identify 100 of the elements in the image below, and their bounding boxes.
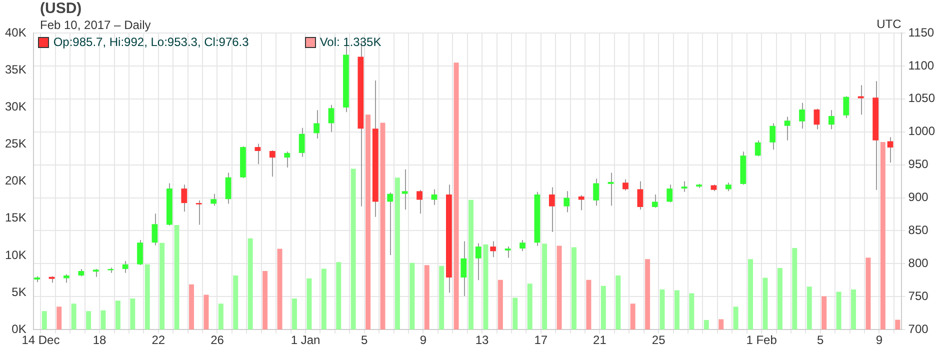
candlestick bbox=[520, 239, 526, 252]
y2-tick-label: 1150 bbox=[908, 25, 934, 40]
candlestick bbox=[754, 140, 761, 157]
x-tick-label: 5 bbox=[817, 333, 824, 348]
candlestick bbox=[402, 168, 408, 210]
x-tick-label: 5 bbox=[361, 333, 368, 348]
bar bbox=[100, 310, 106, 330]
bar bbox=[174, 225, 180, 330]
bar bbox=[204, 294, 209, 330]
chart-title: (USD) bbox=[40, 0, 82, 17]
bar bbox=[86, 311, 92, 330]
bar bbox=[586, 280, 592, 330]
bar bbox=[616, 275, 621, 330]
bar bbox=[350, 168, 356, 330]
candlestick bbox=[210, 193, 217, 206]
candlestick bbox=[887, 136, 894, 164]
candlestick bbox=[152, 213, 158, 246]
bar bbox=[144, 264, 150, 330]
candlestick bbox=[196, 200, 202, 226]
y2-tick-label: 950 bbox=[908, 157, 929, 172]
bar bbox=[262, 271, 268, 330]
y-tick-label: 25K bbox=[4, 136, 26, 151]
bar bbox=[850, 290, 856, 330]
candlestick bbox=[770, 122, 776, 150]
bar bbox=[424, 265, 430, 330]
bar bbox=[218, 304, 224, 330]
bar bbox=[556, 246, 562, 330]
x-tick-label: 18 bbox=[92, 333, 107, 348]
candlestick bbox=[269, 150, 276, 178]
bar bbox=[895, 320, 900, 330]
bar bbox=[880, 142, 886, 330]
y-tick-label: 35K bbox=[4, 62, 26, 76]
y-tick-label: 20K bbox=[4, 174, 26, 188]
bar bbox=[336, 262, 342, 330]
y-tick-label: 0K bbox=[12, 322, 26, 336]
candlestick bbox=[637, 180, 644, 210]
bar bbox=[512, 298, 518, 330]
bar bbox=[806, 286, 812, 330]
x-tick-label: 1 Feb bbox=[746, 333, 778, 348]
bar bbox=[380, 122, 386, 330]
bar bbox=[160, 242, 165, 330]
bar bbox=[248, 238, 253, 330]
y-tick-label: 15K bbox=[4, 210, 26, 225]
x-tick-label: 17 bbox=[534, 333, 548, 348]
bar bbox=[777, 268, 782, 330]
x-tick-label: 9 bbox=[876, 333, 883, 348]
y-tick-label: 40K bbox=[4, 25, 26, 40]
bar bbox=[306, 278, 312, 330]
bar bbox=[792, 248, 798, 330]
bar bbox=[188, 284, 194, 330]
x-tick-label: 9 bbox=[420, 333, 427, 348]
bar bbox=[689, 293, 694, 330]
bar bbox=[115, 300, 120, 330]
annotation: Op:985.7, Hi:992, Lo:953.3, Cl:976.3 bbox=[53, 35, 249, 49]
bar bbox=[42, 311, 47, 330]
candlestick bbox=[858, 84, 864, 116]
bar bbox=[366, 114, 371, 330]
candlestick bbox=[137, 239, 143, 266]
bar bbox=[439, 266, 444, 330]
bar bbox=[674, 290, 680, 330]
candlestick bbox=[431, 188, 438, 206]
x-tick-label: 1 Jan bbox=[290, 333, 320, 348]
y2-tick-label: 850 bbox=[908, 223, 929, 238]
bar bbox=[321, 268, 326, 330]
y2-tick-label: 700 bbox=[908, 322, 929, 336]
annotation: Vol: 1.335K bbox=[320, 35, 382, 49]
candlestick bbox=[225, 172, 232, 204]
bar bbox=[498, 280, 503, 330]
y2-tick-label: 1000 bbox=[908, 124, 936, 138]
bar bbox=[454, 62, 459, 330]
bar bbox=[56, 306, 62, 330]
y2-tick-label: 1050 bbox=[908, 91, 936, 106]
candlestick bbox=[122, 260, 128, 274]
candlestick bbox=[622, 178, 628, 192]
y-tick-label: 10K bbox=[4, 248, 26, 262]
x-tick-label: 25 bbox=[652, 333, 666, 348]
candlestick bbox=[475, 242, 482, 281]
candlestick bbox=[828, 110, 834, 130]
candlestick bbox=[814, 108, 820, 130]
text: UTC bbox=[876, 17, 902, 31]
bar bbox=[292, 298, 297, 330]
bar bbox=[542, 244, 548, 330]
x-tick-label: 21 bbox=[593, 333, 607, 348]
candlestick bbox=[181, 184, 188, 212]
chart-subtitle: Feb 10, 2017 – Daily bbox=[40, 18, 151, 32]
x-tick-label: 26 bbox=[210, 333, 224, 348]
bar bbox=[645, 259, 650, 330]
bar bbox=[748, 259, 754, 330]
x-tick-label: 13 bbox=[475, 333, 490, 348]
candlestick bbox=[652, 194, 658, 208]
y2-tick-label: 800 bbox=[908, 256, 929, 270]
bar bbox=[130, 298, 136, 330]
bar bbox=[866, 258, 871, 330]
candlestick bbox=[548, 186, 555, 233]
candlestick bbox=[284, 151, 290, 168]
candlestick bbox=[328, 104, 334, 132]
candlestick bbox=[784, 116, 790, 141]
bar bbox=[836, 292, 842, 330]
y2-tick-label: 750 bbox=[908, 288, 929, 303]
bar bbox=[233, 275, 238, 330]
